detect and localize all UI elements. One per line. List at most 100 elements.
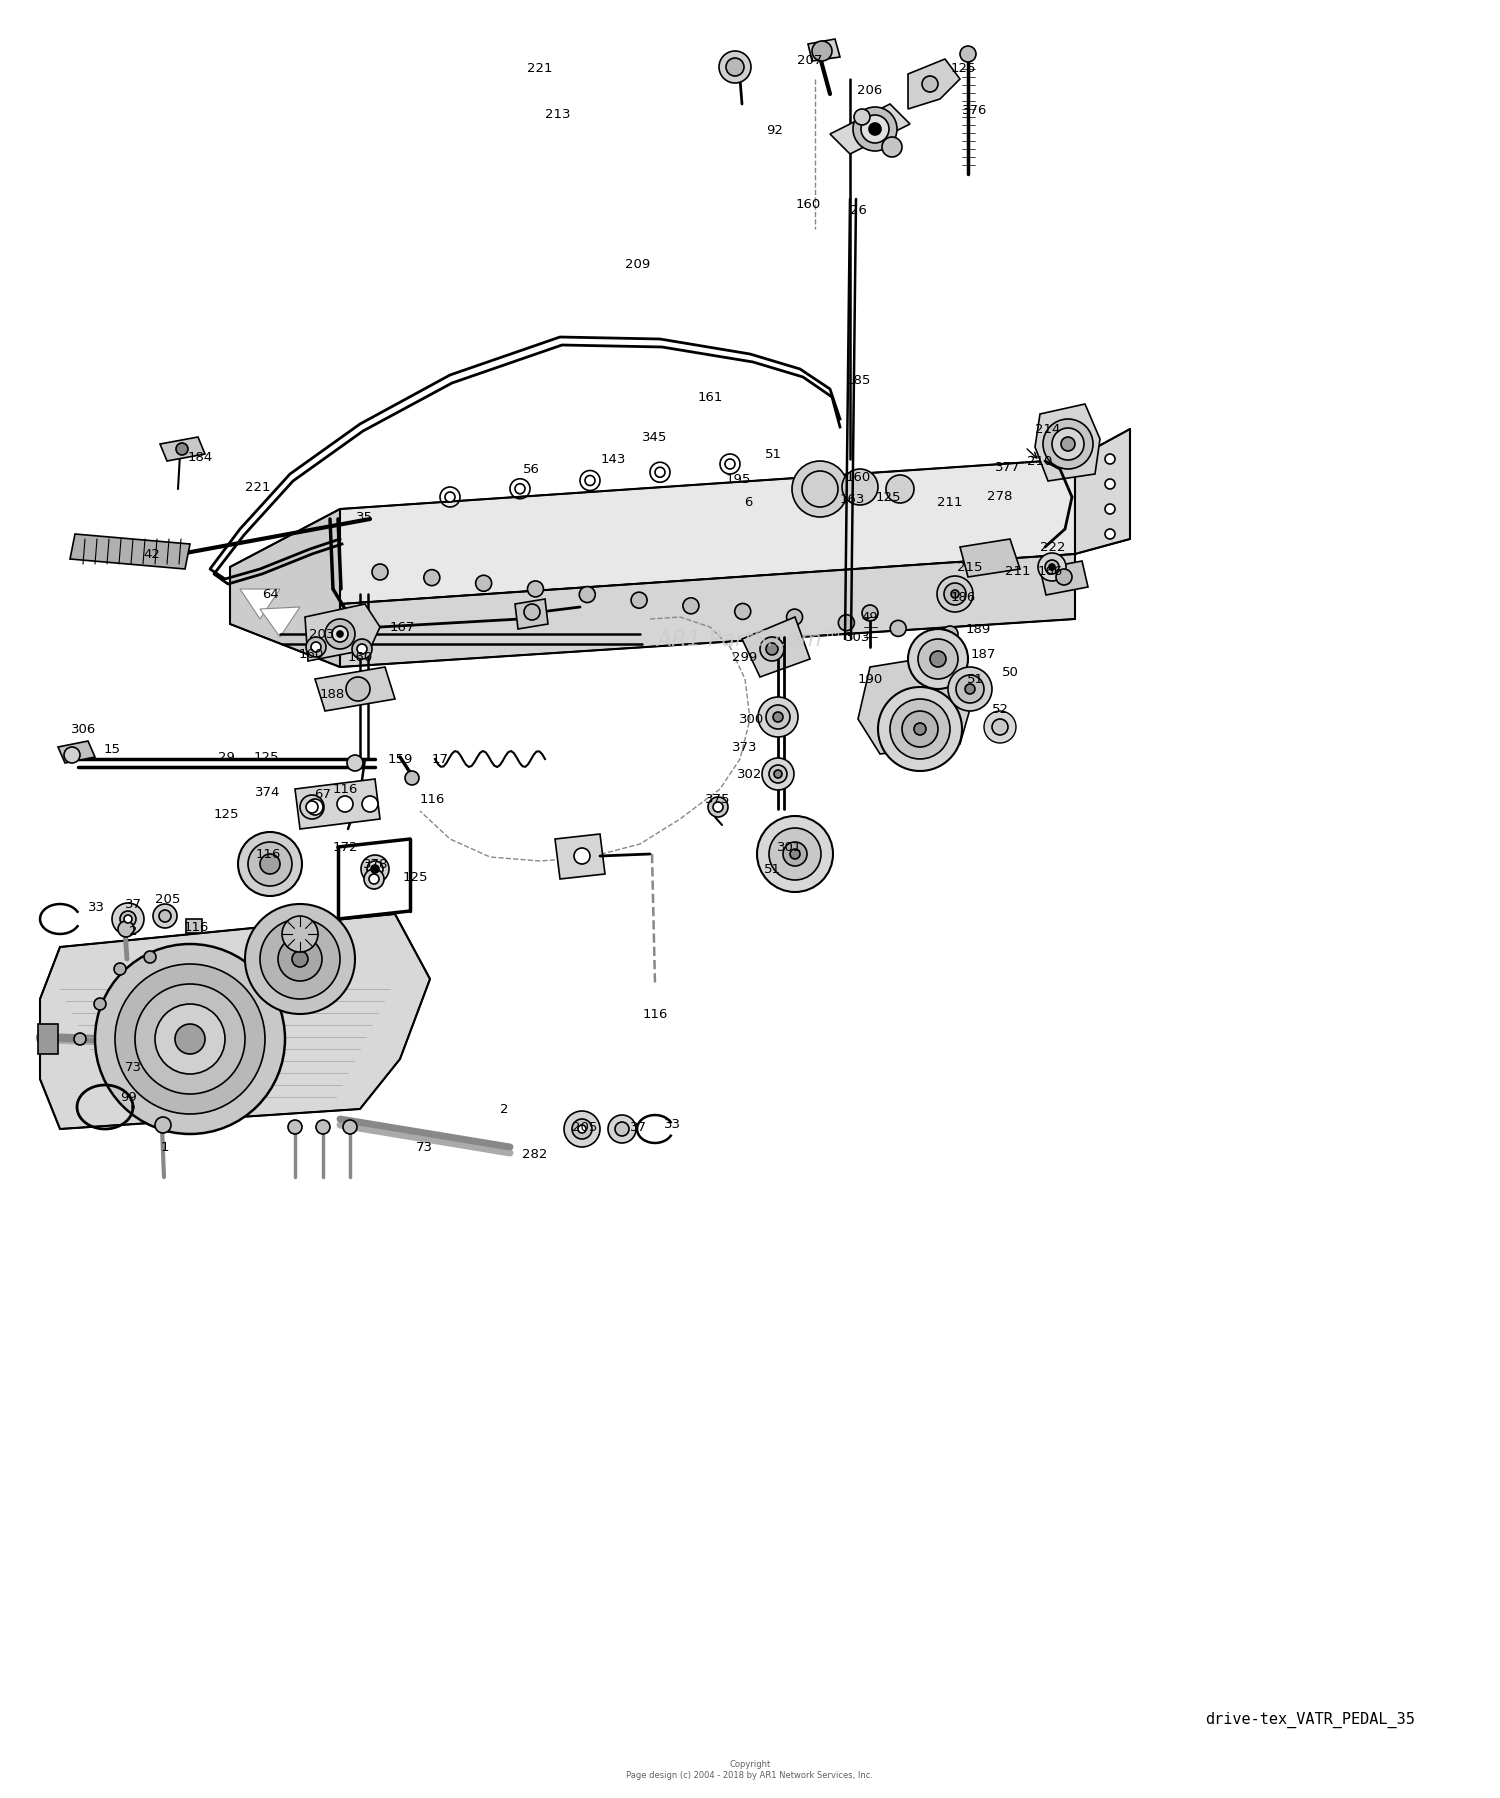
Text: 26: 26 — [849, 203, 867, 216]
Polygon shape — [830, 104, 910, 155]
Text: 278: 278 — [987, 491, 1012, 503]
Circle shape — [956, 676, 984, 703]
Text: 92: 92 — [766, 124, 783, 137]
Text: 213: 213 — [544, 108, 570, 122]
Polygon shape — [40, 915, 430, 1129]
Circle shape — [306, 638, 326, 658]
Polygon shape — [304, 604, 380, 662]
Circle shape — [853, 108, 897, 151]
Circle shape — [144, 951, 156, 964]
Circle shape — [938, 577, 974, 613]
Text: 33: 33 — [663, 1118, 681, 1131]
Text: 187: 187 — [970, 647, 996, 662]
Text: 205: 205 — [156, 894, 180, 906]
Polygon shape — [296, 780, 380, 829]
Circle shape — [476, 575, 492, 592]
Circle shape — [718, 52, 752, 85]
Circle shape — [159, 910, 171, 922]
Polygon shape — [1076, 430, 1130, 556]
Circle shape — [364, 870, 384, 890]
Text: 51: 51 — [764, 863, 780, 876]
Polygon shape — [230, 509, 340, 667]
Circle shape — [154, 1005, 225, 1075]
Circle shape — [306, 802, 318, 813]
Polygon shape — [960, 539, 1020, 577]
Circle shape — [792, 462, 847, 518]
Circle shape — [708, 798, 728, 818]
Text: 210: 210 — [1028, 455, 1053, 467]
Circle shape — [1046, 561, 1059, 575]
Text: 37: 37 — [124, 897, 141, 912]
Circle shape — [861, 115, 889, 144]
Text: 345: 345 — [642, 432, 668, 444]
Text: 167: 167 — [390, 620, 414, 635]
Text: 166: 166 — [1038, 565, 1062, 579]
Circle shape — [615, 1122, 628, 1136]
Circle shape — [244, 904, 356, 1014]
Circle shape — [948, 667, 992, 712]
Circle shape — [882, 138, 902, 158]
Circle shape — [758, 698, 798, 737]
Circle shape — [878, 687, 962, 771]
Circle shape — [94, 944, 285, 1135]
Circle shape — [724, 460, 735, 469]
Circle shape — [758, 816, 833, 892]
Text: 373: 373 — [732, 741, 758, 753]
Circle shape — [890, 699, 950, 759]
Circle shape — [682, 599, 699, 615]
Circle shape — [338, 631, 344, 638]
Text: 303: 303 — [846, 631, 870, 644]
Polygon shape — [240, 590, 280, 620]
Text: 33: 33 — [87, 901, 105, 913]
Circle shape — [292, 951, 308, 967]
Text: 302: 302 — [738, 768, 762, 780]
Circle shape — [362, 797, 378, 813]
Text: 50: 50 — [1002, 665, 1019, 680]
Text: 207: 207 — [798, 54, 822, 67]
Polygon shape — [908, 59, 960, 110]
Circle shape — [332, 628, 348, 642]
Circle shape — [176, 444, 188, 455]
Circle shape — [300, 795, 324, 820]
Text: 6: 6 — [744, 496, 752, 509]
Text: 214: 214 — [1035, 423, 1060, 437]
Polygon shape — [514, 601, 548, 629]
Circle shape — [726, 59, 744, 77]
Polygon shape — [260, 608, 300, 638]
Circle shape — [135, 985, 244, 1095]
Circle shape — [74, 1034, 86, 1045]
Text: 282: 282 — [522, 1147, 548, 1162]
Polygon shape — [315, 667, 394, 712]
Text: 195: 195 — [726, 473, 750, 485]
Circle shape — [812, 41, 832, 61]
Text: 377: 377 — [994, 462, 1020, 475]
Circle shape — [370, 865, 380, 874]
Circle shape — [842, 469, 878, 505]
Circle shape — [310, 642, 321, 653]
Circle shape — [578, 1126, 586, 1133]
Text: 160: 160 — [298, 647, 324, 662]
Text: 215: 215 — [957, 561, 982, 574]
Circle shape — [868, 124, 880, 137]
Text: 125: 125 — [874, 491, 900, 503]
Circle shape — [153, 904, 177, 928]
Text: 161: 161 — [698, 392, 723, 405]
Text: 51: 51 — [966, 672, 984, 687]
Text: 221: 221 — [246, 482, 272, 494]
Text: 205: 205 — [573, 1120, 597, 1135]
Circle shape — [372, 565, 388, 581]
Text: 221: 221 — [526, 61, 552, 74]
Circle shape — [369, 874, 380, 885]
Text: drive-tex_VATR_PEDAL_35: drive-tex_VATR_PEDAL_35 — [1204, 1712, 1414, 1728]
Circle shape — [405, 771, 418, 786]
Circle shape — [960, 47, 976, 63]
Bar — [186, 919, 202, 933]
Polygon shape — [340, 556, 1076, 667]
Circle shape — [735, 604, 750, 620]
Circle shape — [656, 467, 664, 478]
Circle shape — [352, 640, 372, 660]
Circle shape — [368, 861, 382, 877]
Circle shape — [344, 1120, 357, 1135]
Text: 1: 1 — [160, 1142, 170, 1154]
Text: 160: 160 — [846, 471, 870, 484]
